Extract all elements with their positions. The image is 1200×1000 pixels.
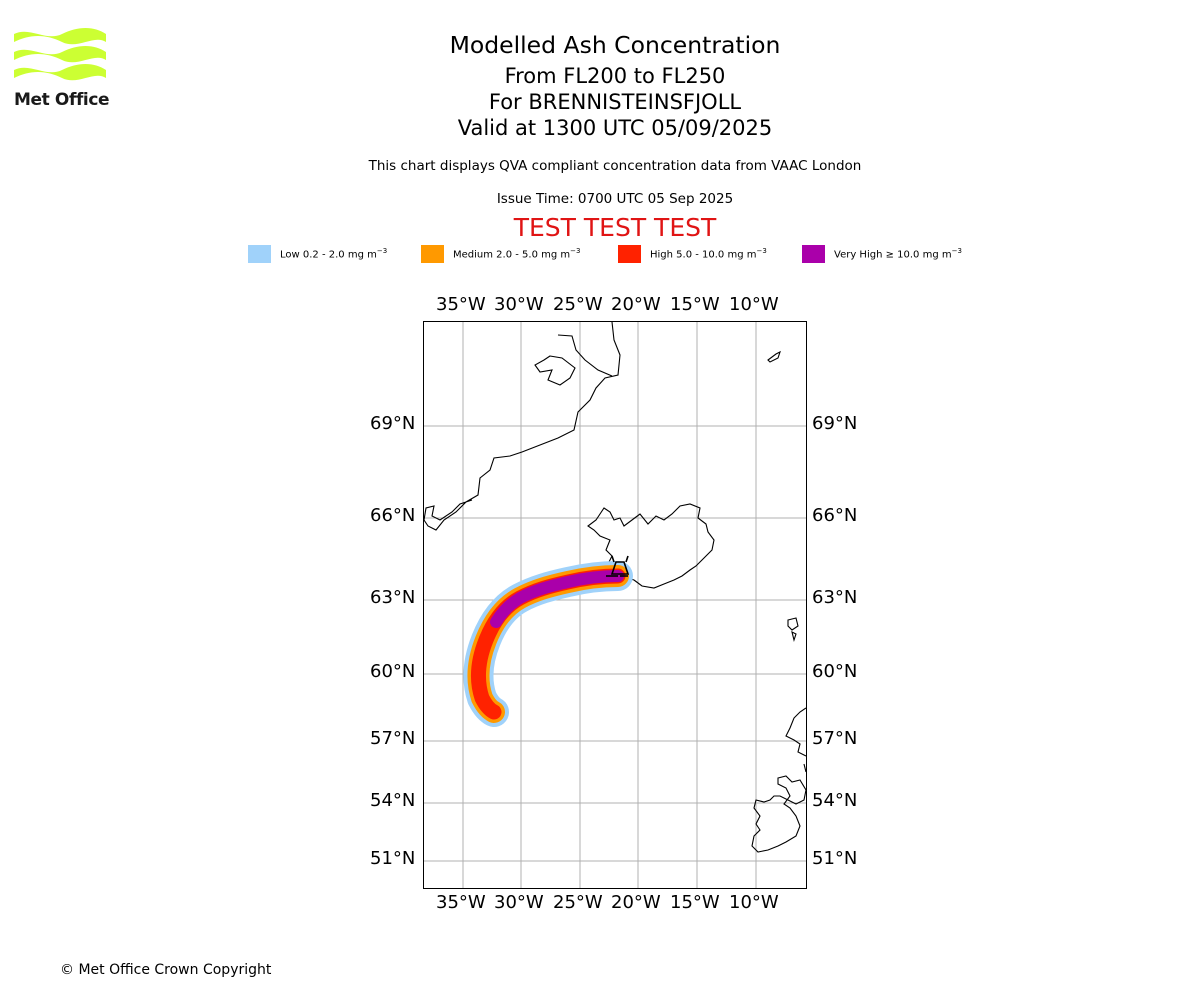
lat-label-left: 66°N [370, 505, 416, 526]
legend-item-low: Low 0.2 - 2.0 mg m−3 [248, 244, 387, 264]
test-banner: TEST TEST TEST [513, 213, 717, 242]
lat-label-right: 66°N [812, 505, 858, 526]
copyright-text: © Met Office Crown Copyright [60, 962, 272, 978]
chart-description: This chart displays QVA compliant concen… [368, 158, 862, 174]
lat-label-right: 57°N [812, 728, 858, 749]
legend-swatch-very-high [802, 245, 825, 263]
legend-item-medium: Medium 2.0 - 5.0 mg m−3 [421, 244, 580, 264]
lon-label-bottom: 15°W [670, 892, 720, 913]
chart-title: Modelled Ash Concentration [449, 31, 781, 59]
met-office-logo: Met Office [14, 28, 110, 112]
legend-swatch-high [618, 245, 641, 263]
lat-label-right: 60°N [812, 661, 858, 682]
map-frame [423, 321, 807, 889]
lat-label-right: 63°N [812, 587, 858, 608]
legend-label-very-high: Very High ≥ 10.0 mg m−3 [834, 247, 962, 261]
lon-label-top: 10°W [729, 294, 779, 315]
lat-label-right: 54°N [812, 790, 858, 811]
legend-item-very-high: Very High ≥ 10.0 mg m−3 [802, 244, 962, 264]
lat-label-left: 54°N [370, 790, 416, 811]
plume-very-high [490, 570, 624, 628]
lat-label-right: 51°N [812, 848, 858, 869]
lat-label-left: 60°N [370, 661, 416, 682]
coastline-scotland [785, 707, 807, 773]
lon-label-top: 20°W [611, 294, 661, 315]
lon-label-bottom: 10°W [729, 892, 779, 913]
coastline-jan-mayen [767, 350, 781, 363]
logo-waves-icon [14, 28, 106, 81]
lon-label-top: 30°W [494, 294, 544, 315]
lon-label-bottom: 30°W [494, 892, 544, 913]
valid-time: Valid at 1300 UTC 05/09/2025 [457, 116, 773, 140]
flight-levels: From FL200 to FL250 [504, 64, 726, 88]
volcano-name: For BRENNISTEINSFJOLL [488, 90, 742, 114]
legend-item-high: High 5.0 - 10.0 mg m−3 [618, 244, 767, 264]
coastline-greenland-inlet [534, 334, 613, 386]
volcano-marker-icon [606, 555, 630, 577]
legend-swatch-medium [421, 245, 444, 263]
lon-label-bottom: 35°W [436, 892, 486, 913]
coastline-ireland [751, 775, 807, 853]
logo-text: Met Office [14, 90, 110, 110]
legend-swatch-low [248, 245, 271, 263]
lat-label-left: 69°N [370, 413, 416, 434]
legend-label-high: High 5.0 - 10.0 mg m−3 [650, 247, 767, 261]
lat-label-left: 63°N [370, 587, 416, 608]
coastline-faroes [787, 617, 799, 642]
lon-label-bottom: 20°W [611, 892, 661, 913]
issue-time: Issue Time: 0700 UTC 05 Sep 2025 [496, 191, 734, 207]
ash-map [423, 321, 807, 888]
lat-label-left: 57°N [370, 728, 416, 749]
lon-label-top: 25°W [553, 294, 603, 315]
ash-plume [463, 561, 633, 727]
coastline-greenland [423, 321, 621, 531]
lon-label-top: 35°W [436, 294, 486, 315]
gridlines [424, 322, 806, 888]
lon-label-top: 15°W [670, 294, 720, 315]
coastline-iceland [587, 503, 715, 589]
legend-label-low: Low 0.2 - 2.0 mg m−3 [280, 247, 388, 261]
coastlines [423, 321, 807, 853]
lat-label-left: 51°N [370, 848, 416, 869]
legend-label-medium: Medium 2.0 - 5.0 mg m−3 [453, 247, 581, 261]
lon-label-bottom: 25°W [553, 892, 603, 913]
lat-label-right: 69°N [812, 413, 858, 434]
